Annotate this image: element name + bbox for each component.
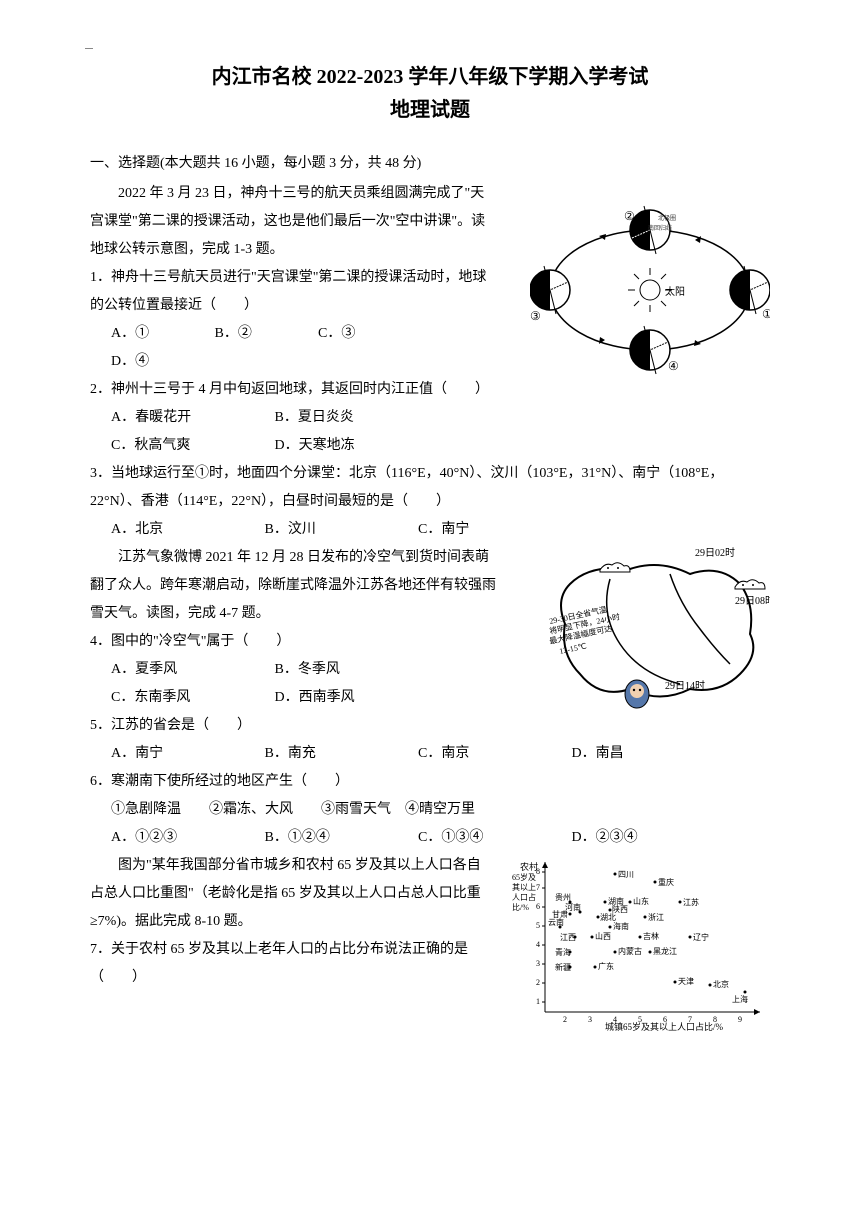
svg-text:29日08时: 29日08时 [735, 595, 770, 607]
q5-opt-c: C．南京 [418, 740, 568, 768]
svg-text:2: 2 [563, 1015, 567, 1024]
scatter-ylabel: 农村 [520, 861, 538, 872]
question-2: 2．神州十三号于 4 月中旬返回地球，其返回时内江正值（ ） [90, 376, 498, 404]
svg-text:湖北: 湖北 [600, 913, 616, 922]
svg-text:北极圈: 北极圈 [658, 214, 676, 222]
svg-text:南回归线: 南回归线 [648, 224, 672, 232]
q5-opt-b: B．南充 [265, 740, 415, 768]
q6-opt-c: C．①③④ [418, 824, 568, 852]
svg-text:③: ③ [530, 309, 541, 323]
question-7: 7．关于农村 65 岁及其以上老年人口的占比分布说法正确的是（ ） [90, 936, 484, 992]
svg-text:新疆: 新疆 [555, 962, 571, 972]
question-5: 5．江苏的省会是（ ） [90, 712, 770, 740]
svg-text:3: 3 [588, 1015, 592, 1024]
svg-text:天津: 天津 [678, 976, 694, 986]
svg-text:65岁及: 65岁及 [512, 872, 536, 882]
svg-text:江苏: 江苏 [683, 897, 699, 907]
q5-options: A．南宁 B．南充 C．南京 D．南昌 [90, 740, 770, 768]
q1-opt-c: C．③ [318, 320, 418, 348]
q3-opt-c: C．南宁 [418, 516, 568, 544]
scatter-xlabel: 城镇65岁及其以上人口占比/% [605, 1021, 724, 1032]
svg-text:云南: 云南 [548, 917, 564, 927]
q1-opt-d: D．④ [111, 348, 211, 376]
svg-text:6: 6 [536, 902, 540, 911]
context-2: 江苏气象微博 2021 年 12 月 28 日发布的冷空气到货时间表萌翻了众人。… [90, 544, 498, 628]
svg-text:9: 9 [738, 1015, 742, 1024]
q6-opt-b: B．①②④ [265, 824, 415, 852]
svg-text:①: ① [762, 307, 770, 321]
q2-opt-a: A．春暖花开 [111, 404, 271, 432]
svg-text:重庆: 重庆 [658, 877, 674, 887]
svg-text:4: 4 [536, 940, 540, 949]
svg-text:山东: 山东 [633, 896, 649, 906]
q2-options: A．春暖花开 B．夏日炎炎 C．秋高气爽 D．天寒地冻 [90, 404, 498, 460]
svg-text:5: 5 [536, 921, 540, 930]
svg-text:1: 1 [536, 997, 540, 1006]
svg-text:29日14时: 29日14时 [665, 680, 705, 692]
svg-text:青海: 青海 [555, 947, 571, 957]
q4-opt-d: D．西南季风 [275, 684, 435, 712]
q1-options: A．① B．② C．③ D．④ [90, 320, 498, 376]
q3-opt-b: B．汶川 [265, 516, 415, 544]
svg-text:辽宁: 辽宁 [693, 932, 709, 942]
svg-text:2: 2 [536, 978, 540, 987]
svg-text:其以上: 其以上 [512, 883, 536, 892]
q4-options: A．夏季风 B．冬季风 C．东南季风 D．西南季风 [90, 656, 498, 712]
svg-text:黑龙江: 黑龙江 [653, 946, 677, 956]
svg-text:山西: 山西 [595, 931, 611, 941]
svg-text:人口占: 人口占 [512, 892, 536, 902]
q3-opt-a: A．北京 [111, 516, 261, 544]
context-3: 图为"某年我国部分省市城乡和农村 65 岁及其以上人口各自占总人口比重图"（老龄… [90, 852, 484, 936]
svg-text:广东: 广东 [598, 961, 614, 971]
q6-opt-d: D．②③④ [572, 824, 722, 852]
svg-text:吉林: 吉林 [643, 931, 659, 941]
figure-orbit-diagram: 太阳 ① ② 北极圈 南回归线 ③ [530, 190, 770, 390]
block-q1-q3: 太阳 ① ② 北极圈 南回归线 ③ [90, 180, 770, 460]
svg-text:内蒙古: 内蒙古 [618, 946, 642, 956]
svg-text:上海: 上海 [732, 994, 748, 1004]
q4-opt-b: B．冬季风 [275, 656, 435, 684]
q6-options: A．①②③ B．①②④ C．①③④ D．②③④ [90, 824, 770, 852]
q4-opt-a: A．夏季风 [111, 656, 271, 684]
question-1: 1．神舟十三号航天员进行"天宫课堂"第二课的授课活动时，地球的公转位置最接近（ … [90, 264, 498, 320]
q6-opt-a: A．①②③ [111, 824, 261, 852]
figure-weather-map: 29日02时 29日08时 29日14时 29-30日全省气温 将明显下降，24… [540, 544, 770, 714]
page-title-main: 内江市名校 2022-2023 学年八年级下学期入学考试 [90, 60, 770, 89]
q1-opt-a: A．① [111, 320, 211, 348]
svg-text:④: ④ [668, 359, 679, 373]
figure-scatter-chart: 123 456 78 234 567 89 农村 65岁及 其以上 人口占 比/… [510, 852, 770, 1032]
svg-text:四川: 四川 [618, 870, 634, 879]
svg-text:29日02时: 29日02时 [695, 547, 735, 559]
q3-options: A．北京 B．汶川 C．南宁 [90, 516, 770, 544]
block-q7: 123 456 78 234 567 89 农村 65岁及 其以上 人口占 比/… [90, 852, 770, 992]
q5-opt-d: D．南昌 [572, 740, 722, 768]
context-1: 2022 年 3 月 23 日，神舟十三号的航天员乘组圆满完成了"天宫课堂"第二… [90, 180, 498, 264]
svg-text:贵州: 贵州 [555, 892, 571, 902]
svg-text:江西: 江西 [560, 933, 576, 942]
question-3: 3．当地球运行至①时，地面四个分课堂：北京（116°E，40°N）、汶川（103… [90, 460, 770, 516]
svg-text:浙江: 浙江 [648, 912, 664, 922]
svg-text:7: 7 [536, 883, 540, 892]
svg-text:3: 3 [536, 959, 540, 968]
svg-text:比/%: 比/% [512, 902, 529, 912]
svg-text:太阳: 太阳 [665, 285, 685, 298]
q2-opt-b: B．夏日炎炎 [275, 404, 435, 432]
question-6: 6．寒潮南下使所经过的地区产生（ ） [90, 768, 770, 796]
question-4: 4．图中的"冷空气"属于（ ） [90, 628, 498, 656]
page-title-sub: 地理试题 [90, 93, 770, 122]
q6-items: ①急剧降温 ②霜冻、大风 ③雨雪天气 ④晴空万里 [90, 796, 770, 824]
q1-opt-b: B．② [215, 320, 315, 348]
section-header: 一、选择题(本大题共 16 小题，每小题 3 分，共 48 分) [90, 152, 770, 172]
svg-text:②: ② [624, 209, 635, 223]
svg-text:海南: 海南 [613, 921, 629, 931]
q2-opt-c: C．秋高气爽 [111, 432, 271, 460]
svg-text:北京: 北京 [713, 979, 729, 989]
q2-opt-d: D．天寒地冻 [275, 432, 435, 460]
svg-text:13-15℃: 13-15℃ [559, 641, 588, 656]
block-q4: 29日02时 29日08时 29日14时 29-30日全省气温 将明显下降，24… [90, 544, 770, 712]
q4-opt-c: C．东南季风 [111, 684, 271, 712]
top-decoration [85, 48, 93, 49]
q5-opt-a: A．南宁 [111, 740, 261, 768]
